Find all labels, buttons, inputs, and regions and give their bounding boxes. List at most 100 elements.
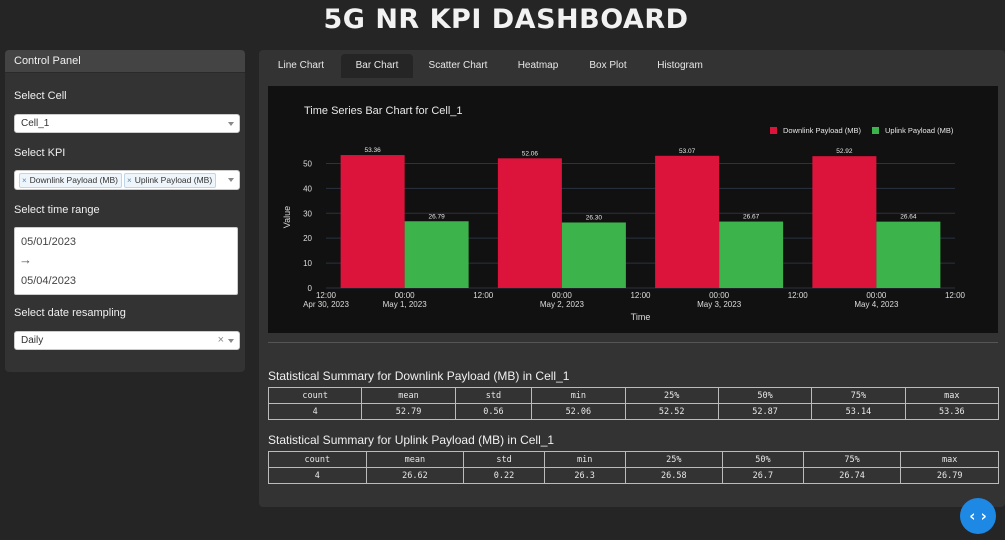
- chevron-down-icon[interactable]: [228, 339, 234, 343]
- downlink-summary-title: Statistical Summary for Downlink Payload…: [268, 369, 570, 383]
- uplink-summary-title: Statistical Summary for Uplink Payload (…: [268, 433, 555, 447]
- cell-50: 26.7: [722, 467, 804, 484]
- control-panel-title: Control Panel: [5, 50, 245, 73]
- x-tick-label: 00:00: [709, 291, 730, 300]
- cell-mean: 52.79: [361, 403, 456, 420]
- y-tick-label: 40: [303, 184, 312, 193]
- select-time-range-label: Select time range: [14, 204, 100, 216]
- divider: [268, 342, 998, 343]
- header-min: min: [543, 451, 626, 468]
- header-min: min: [531, 387, 626, 404]
- x-tick-label: 12:00: [788, 291, 809, 300]
- bar-downlink: [340, 155, 405, 288]
- x-tick-label: 00:00: [866, 291, 887, 300]
- select-kpi-multiselect[interactable]: × Downlink Payload (MB) × Uplink Payload (M…: [14, 170, 240, 190]
- cell-max: 53.36: [904, 403, 1000, 420]
- chart-title: Time Series Bar Chart for Cell_1: [304, 105, 463, 117]
- data-label: 26.30: [586, 214, 603, 221]
- cell-count: 4: [267, 403, 363, 420]
- x-tick-date-label: May 2, 2023: [540, 300, 585, 309]
- data-label: 52.92: [836, 148, 853, 155]
- header-std: std: [463, 451, 545, 468]
- cell-std: 0.56: [454, 403, 533, 420]
- x-tick-label: 12:00: [945, 291, 966, 300]
- tab-heatmap[interactable]: Heatmap: [517, 60, 559, 71]
- data-label: 52.06: [522, 150, 539, 157]
- select-resampling-dropdown[interactable]: Daily ×: [14, 331, 240, 350]
- arrow-right-icon: →: [19, 252, 32, 267]
- y-axis-label: Value: [282, 206, 292, 228]
- table-header-row: count mean std min 25% 50% 75% max: [267, 387, 1000, 404]
- bar-downlink: [812, 156, 877, 288]
- table-header-row: count mean std min 25% 50% 75% max: [268, 451, 999, 468]
- select-kpi-label: Select KPI: [14, 147, 66, 159]
- tab-line-chart[interactable]: Line Chart: [277, 60, 325, 71]
- date-range-picker[interactable]: 05/01/2023 → 05/04/2023: [14, 227, 238, 295]
- end-date-input[interactable]: 05/04/2023: [21, 275, 77, 287]
- y-tick-label: 10: [303, 259, 312, 268]
- header-75: 75%: [811, 387, 906, 404]
- select-cell-value: Cell_1: [21, 118, 50, 129]
- header-50: 50%: [717, 387, 813, 404]
- control-panel: Control Panel Select Cell Cell_1 Select …: [5, 50, 245, 372]
- clear-icon[interactable]: ×: [217, 334, 224, 346]
- kpi-chip-downlink[interactable]: × Downlink Payload (MB): [19, 173, 123, 188]
- select-cell-dropdown[interactable]: Cell_1: [14, 114, 240, 133]
- x-tick-label: 00:00: [552, 291, 573, 300]
- legend-entry: Uplink Payload (MB): [885, 126, 954, 135]
- x-tick-label: 12:00: [630, 291, 651, 300]
- tab-box-plot[interactable]: Box Plot: [589, 60, 627, 71]
- select-resampling-value: Daily: [21, 335, 44, 346]
- chart-tabs: Line Chart Bar Chart Scatter Chart Heatm…: [259, 54, 1005, 78]
- select-cell-label: Select Cell: [14, 90, 67, 102]
- tab-scatter-chart[interactable]: Scatter Chart: [428, 60, 488, 71]
- chevron-down-icon[interactable]: [228, 122, 234, 126]
- kpi-chip-uplink[interactable]: × Uplink Payload (MB): [124, 173, 217, 188]
- cell-25: 26.58: [624, 467, 724, 484]
- legend-swatch: [770, 127, 777, 134]
- header-25: 25%: [624, 387, 719, 404]
- header-mean: mean: [365, 451, 465, 468]
- bar-uplink: [561, 222, 626, 288]
- header-count: count: [267, 387, 363, 404]
- y-tick-label: 0: [308, 284, 313, 293]
- x-tick-date-label: May 3, 2023: [697, 300, 742, 309]
- select-resampling-label: Select date resampling: [14, 307, 126, 319]
- header-25: 25%: [624, 451, 724, 468]
- x-tick-date-label: May 1, 2023: [383, 300, 428, 309]
- bar-downlink: [655, 155, 720, 288]
- remove-chip-icon[interactable]: ×: [127, 176, 132, 185]
- y-tick-label: 30: [303, 209, 312, 218]
- header-mean: mean: [361, 387, 456, 404]
- uplink-summary-table: count mean std min 25% 50% 75% max 4 26.…: [268, 451, 999, 484]
- header-std: std: [454, 387, 533, 404]
- table-row: 4 26.62 0.22 26.3 26.58 26.7 26.74 26.79: [268, 467, 999, 484]
- bar-uplink: [876, 221, 941, 288]
- main-content: Line Chart Bar Chart Scatter Chart Heatm…: [259, 50, 1005, 507]
- data-label: 53.36: [364, 147, 381, 154]
- tab-histogram[interactable]: Histogram: [657, 60, 703, 71]
- x-tick-label: 00:00: [395, 291, 416, 300]
- cell-25: 52.52: [624, 403, 719, 420]
- downlink-summary-table: count mean std min 25% 50% 75% max 4 52.…: [267, 387, 1000, 420]
- cell-mean: 26.62: [365, 467, 465, 484]
- x-tick-label: 12:00: [316, 291, 337, 300]
- header-50: 50%: [722, 451, 804, 468]
- cell-std: 0.22: [463, 467, 545, 484]
- header-count: count: [268, 451, 367, 468]
- chevron-down-icon[interactable]: [228, 178, 234, 182]
- data-label: 53.07: [679, 148, 696, 155]
- bar-uplink: [719, 221, 784, 288]
- y-tick-label: 20: [303, 234, 312, 243]
- legend-swatch: [872, 127, 879, 134]
- code-brackets-icon[interactable]: ‹ ›: [960, 498, 996, 534]
- tab-bar-chart[interactable]: Bar Chart: [341, 54, 413, 78]
- x-axis-label: Time: [631, 312, 651, 322]
- x-tick-date-label: Apr 30, 2023: [303, 300, 349, 309]
- x-tick-label: 12:00: [473, 291, 494, 300]
- remove-chip-icon[interactable]: ×: [22, 176, 27, 185]
- header-max: max: [900, 451, 999, 468]
- cell-75: 26.74: [802, 467, 902, 484]
- header-max: max: [904, 387, 1000, 404]
- start-date-input[interactable]: 05/01/2023: [21, 236, 77, 248]
